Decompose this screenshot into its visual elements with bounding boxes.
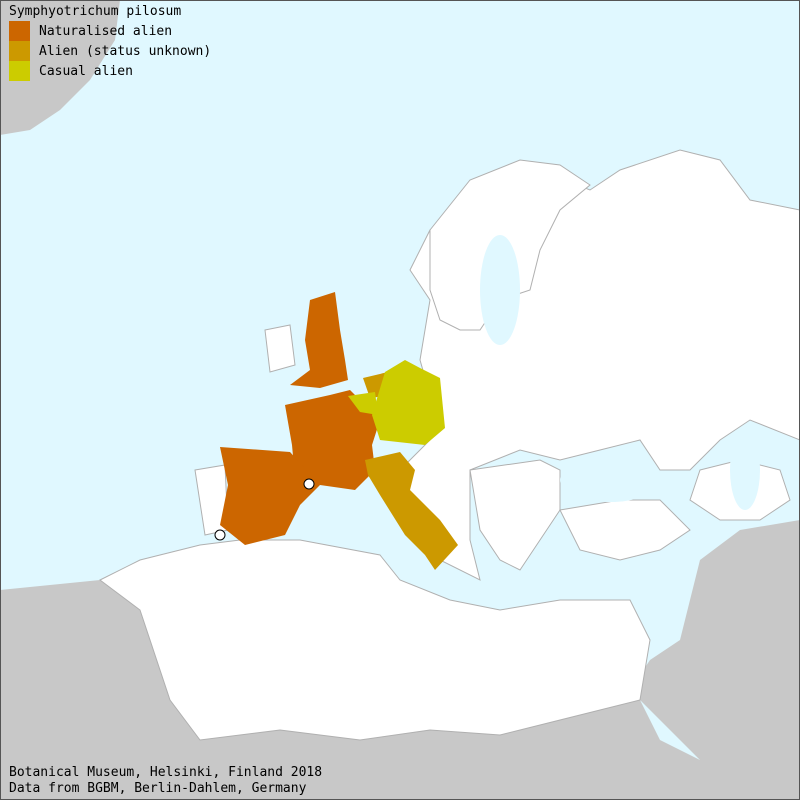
- sea-areas: [480, 235, 760, 510]
- occurrence-point: [303, 478, 315, 490]
- legend-item: Casual alien: [9, 61, 211, 81]
- region-belgium: [348, 392, 378, 415]
- north-africa-land: [99, 539, 651, 741]
- legend-swatch: [9, 41, 30, 61]
- credits: Botanical Museum, Helsinki, Finland 2018…: [9, 765, 322, 797]
- legend: Symphyotrichum pilosum Naturalised alien…: [9, 4, 211, 81]
- legend-item: Alien (status unknown): [9, 41, 211, 61]
- credit-line: Botanical Museum, Helsinki, Finland 2018: [9, 765, 323, 780]
- legend-label: Alien (status unknown): [39, 43, 212, 59]
- region-great-britain: [290, 292, 348, 388]
- region-france: [285, 390, 380, 490]
- legend-swatch: [9, 61, 30, 81]
- map-title: Symphyotrichum pilosum: [9, 4, 182, 19]
- occurrence-point: [214, 529, 226, 541]
- legend-label: Casual alien: [39, 63, 133, 79]
- credit-line: Data from BGBM, Berlin-Dahlem, Germany: [9, 781, 307, 796]
- region-germany: [372, 360, 445, 445]
- region-spain: [220, 447, 320, 545]
- legend-swatch: [9, 21, 30, 41]
- legend-item: Naturalised alien: [9, 21, 211, 41]
- legend-label: Naturalised alien: [39, 23, 173, 39]
- region-italy: [365, 452, 458, 570]
